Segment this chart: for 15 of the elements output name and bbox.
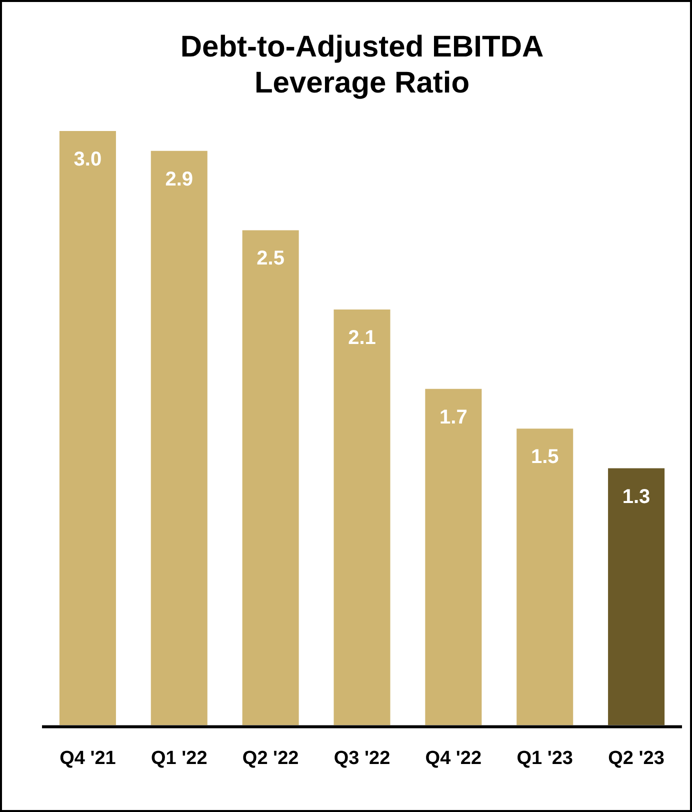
x-tick-label: Q1 '23 bbox=[516, 748, 573, 769]
data-label: 1.5 bbox=[530, 446, 559, 468]
data-label: 1.7 bbox=[440, 406, 468, 428]
x-tick-label: Q4 '21 bbox=[60, 748, 116, 769]
data-label: 3.0 bbox=[74, 148, 102, 171]
chart-title: Debt-to-Adjusted EBITDA Leverage Ratio bbox=[180, 30, 544, 100]
x-tick-label: Q4 '22 bbox=[425, 748, 482, 769]
data-label: 1.3 bbox=[622, 486, 650, 508]
x-tick-label: Q1 '22 bbox=[151, 748, 208, 769]
data-label: 2.9 bbox=[165, 168, 194, 190]
x-tick-label: Q2 '23 bbox=[608, 748, 664, 769]
x-tick-label: Q2 '22 bbox=[242, 748, 299, 769]
x-tick-label: Q3 '22 bbox=[334, 748, 390, 769]
data-label: 2.5 bbox=[256, 248, 284, 270]
data-label: 2.1 bbox=[348, 327, 376, 350]
